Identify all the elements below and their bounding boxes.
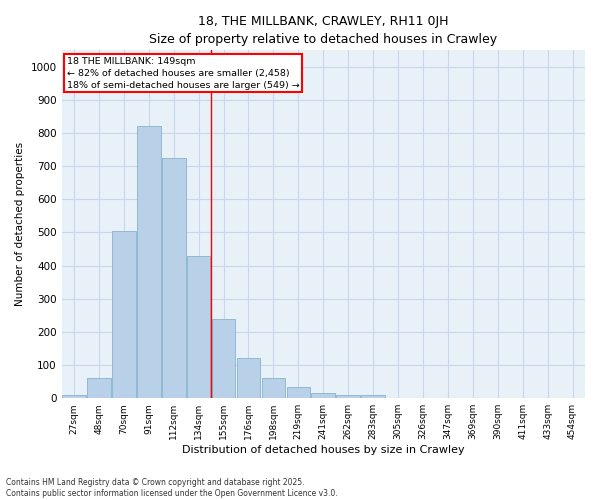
Bar (212, 318, 235, 398)
Bar (337, 395, 360, 398)
Title: 18, THE MILLBANK, CRAWLEY, RH11 0JH
Size of property relative to detached houses: 18, THE MILLBANK, CRAWLEY, RH11 0JH Size… (149, 15, 497, 46)
Bar (311, 393, 335, 398)
Bar (287, 386, 310, 398)
Bar (112, 230, 136, 398)
Bar (236, 358, 260, 398)
Bar (87, 378, 111, 398)
Text: 18 THE MILLBANK: 149sqm
← 82% of detached houses are smaller (2,458)
18% of semi: 18 THE MILLBANK: 149sqm ← 82% of detache… (67, 57, 299, 90)
Bar (262, 378, 285, 398)
Bar (162, 158, 185, 398)
Bar (62, 395, 86, 398)
Bar (187, 256, 211, 398)
Bar (361, 395, 385, 398)
Bar (137, 126, 161, 398)
X-axis label: Distribution of detached houses by size in Crawley: Distribution of detached houses by size … (182, 445, 464, 455)
Text: Contains HM Land Registry data © Crown copyright and database right 2025.
Contai: Contains HM Land Registry data © Crown c… (6, 478, 338, 498)
Y-axis label: Number of detached properties: Number of detached properties (15, 142, 25, 306)
